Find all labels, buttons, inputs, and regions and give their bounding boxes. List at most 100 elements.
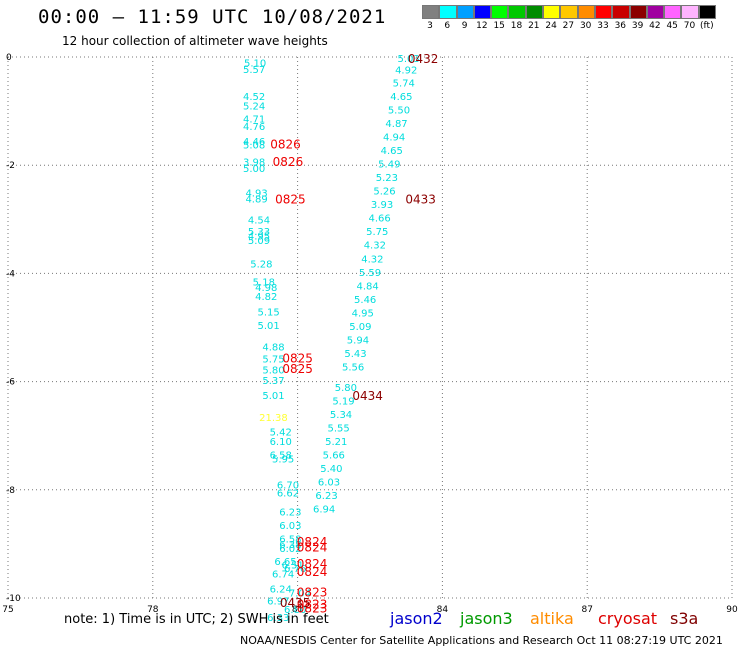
wave-height-label: 5.21 xyxy=(325,437,347,448)
color-scale-label: 30 xyxy=(579,21,592,31)
pass-time-label: 0824 xyxy=(297,557,328,571)
pass-time-label: 0825 xyxy=(282,351,313,365)
color-scale-label: 21 xyxy=(528,21,540,31)
wave-height-label: 6.03 xyxy=(279,521,301,532)
color-scale-swatch xyxy=(664,5,682,19)
color-scale-swatch xyxy=(473,5,492,19)
wave-height-label: 6.62 xyxy=(277,489,299,500)
pass-time-label: 0824 xyxy=(297,541,328,555)
color-scale-swatch xyxy=(594,5,613,19)
pass-time-label: 0823 xyxy=(297,586,328,600)
x-tick-label: 75 xyxy=(2,605,13,615)
color-scale-swatch xyxy=(698,5,717,19)
wave-height-label: 5.10 xyxy=(244,58,266,69)
color-scale-label: 9 xyxy=(461,21,468,31)
wave-height-label: 4.32 xyxy=(364,241,386,252)
pass-time-label: 0433 xyxy=(405,193,436,207)
legend-entry-cryosat: cryosat xyxy=(598,609,658,628)
wave-height-label: 4.88 xyxy=(262,342,284,353)
wave-height-label: 5.19 xyxy=(332,397,354,408)
footer-credit: NOAA/NESDIS Center for Satellite Applica… xyxy=(240,634,723,647)
wave-height-label: 4.84 xyxy=(356,281,378,292)
y-tick-label: 0 xyxy=(6,53,12,63)
y-tick-label: -8 xyxy=(6,486,15,496)
wave-height-label: 4.54 xyxy=(248,215,270,226)
wave-height-label: 4.95 xyxy=(248,232,270,243)
wave-height-label: 5.56 xyxy=(342,362,364,373)
color-scale-bar xyxy=(422,5,717,19)
wave-height-label: 4.87 xyxy=(385,119,407,130)
color-scale-label: 12 xyxy=(476,21,488,31)
pass-time-label: 0823 xyxy=(297,602,328,616)
wave-height-label: 5.80 xyxy=(335,383,357,394)
wave-height-label: 5.03 xyxy=(397,54,419,65)
color-scale-label: 24 xyxy=(545,21,557,31)
color-scale-swatch xyxy=(543,5,561,19)
wave-height-label: 4.65 xyxy=(390,92,412,103)
wave-height-label: 5.42 xyxy=(270,427,292,438)
wave-height-label: 5.08 xyxy=(243,141,265,152)
wave-height-label: 5.95 xyxy=(272,454,294,465)
wave-height-label: 5.37 xyxy=(262,376,284,387)
wave-height-label: 4.66 xyxy=(369,214,391,225)
wave-height-label: 5.57 xyxy=(243,65,265,76)
wave-height-label: 5.33 xyxy=(248,227,270,238)
wave-height-label: 6.10 xyxy=(270,437,292,448)
wave-height-label: 6.58 xyxy=(270,451,292,462)
wave-height-label: 6.03 xyxy=(318,478,340,489)
color-scale-swatch xyxy=(491,5,509,19)
wave-height-label: 5.00 xyxy=(243,164,265,175)
wave-height-label: 4.46 xyxy=(243,137,265,148)
wave-height-label: 6.58 xyxy=(279,534,301,545)
color-scale-swatch xyxy=(629,5,647,19)
legend-entry-jason2: jason2 xyxy=(390,609,443,628)
chart-subtitle: 12 hour collection of altimeter wave hei… xyxy=(62,34,328,48)
color-scale-swatch xyxy=(612,5,630,19)
x-tick-label: 90 xyxy=(726,605,738,615)
color-scale-swatch xyxy=(560,5,578,19)
wave-height-label: 6.76 xyxy=(284,564,306,575)
color-scale-label: 33 xyxy=(597,21,609,31)
wave-height-label: 5.15 xyxy=(258,307,280,318)
wave-height-label: 6.94 xyxy=(313,505,335,516)
wave-height-label: 21.38 xyxy=(259,413,288,424)
wave-height-label: 4.89 xyxy=(245,195,267,206)
wave-height-label: 6.23 xyxy=(315,491,337,502)
legend-entry-s3a: s3a xyxy=(670,609,699,628)
pass-time-label: 0823 xyxy=(297,597,328,611)
x-tick-label: 87 xyxy=(581,605,592,615)
pass-time-label: 0824 xyxy=(297,565,328,579)
color-scale-swatch xyxy=(681,5,699,19)
wave-height-label: 5.26 xyxy=(373,187,395,198)
wave-height-label: 6.97 xyxy=(267,597,289,608)
wave-height-label: 6.02 xyxy=(279,544,301,555)
color-scale-swatch xyxy=(508,5,526,19)
wave-height-label: 4.76 xyxy=(243,122,265,133)
wave-height-label: 5.49 xyxy=(378,160,400,171)
wave-height-label: 5.80 xyxy=(262,366,284,377)
y-tick-label: -2 xyxy=(6,161,15,171)
wave-height-label: 4.93 xyxy=(245,188,267,199)
color-scale-label: 18 xyxy=(510,21,523,31)
wave-height-label: 5.09 xyxy=(349,322,371,333)
note-text: note: 1) Time is in UTC; 2) SWH is in fe… xyxy=(64,612,329,627)
wave-height-label: 5.01 xyxy=(262,391,284,402)
wave-height-label: 5.66 xyxy=(323,451,345,462)
wave-height-label: 4.95 xyxy=(352,308,374,319)
x-tick-label: 78 xyxy=(147,605,159,615)
color-scale-label: 27 xyxy=(562,21,575,31)
y-tick-label: -6 xyxy=(6,378,15,388)
wave-height-label: 5.75 xyxy=(366,227,388,238)
chart-title: 00:00 – 11:59 UTC 10/08/2021 xyxy=(38,6,387,28)
color-scale-swatch xyxy=(439,5,457,19)
wave-height-label: 6.23 xyxy=(279,507,301,518)
wave-height-label: 4.92 xyxy=(395,65,417,76)
color-scale-swatch xyxy=(646,5,665,19)
wave-height-label: 6.74 xyxy=(272,570,294,581)
wave-height-label: 6.24 xyxy=(270,584,292,595)
color-scale-swatch xyxy=(577,5,595,19)
wave-height-label: 5.18 xyxy=(253,278,275,289)
wave-height-label: 6.51 xyxy=(282,560,304,571)
wave-height-label: 4.65 xyxy=(381,146,403,157)
